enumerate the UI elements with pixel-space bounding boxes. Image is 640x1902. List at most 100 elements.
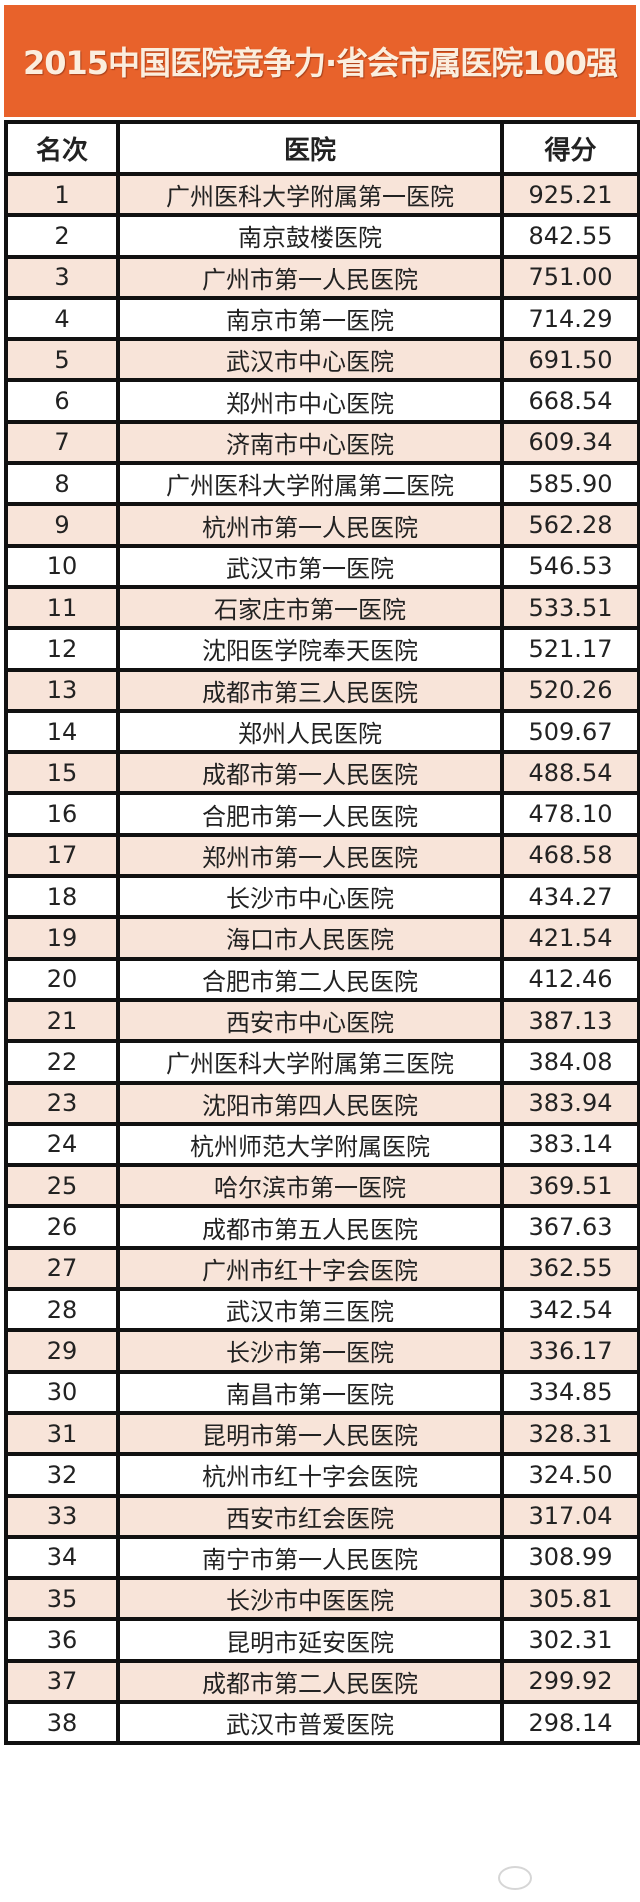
rank-cell: 13 bbox=[4, 667, 120, 713]
hospital-cell: 昆明市第一人民医院 bbox=[116, 1410, 504, 1457]
rank-cell: 38 bbox=[4, 1699, 120, 1746]
score-cell: 383.94 bbox=[500, 1080, 640, 1126]
page-title-banner: 2015中国医院竞争力·省会市属医院100强 bbox=[4, 5, 636, 117]
score-cell: 334.85 bbox=[500, 1369, 640, 1415]
rank-cell: 10 bbox=[4, 543, 120, 589]
table-row: 30 南昌市第一医院 334.85 bbox=[4, 1369, 640, 1415]
score-cell: 691.50 bbox=[500, 337, 640, 383]
header-rank: 名次 bbox=[4, 120, 120, 176]
rank-cell: 8 bbox=[4, 461, 120, 507]
hospital-cell: 合肥市第一人民医院 bbox=[116, 791, 504, 837]
rank-cell: 33 bbox=[4, 1493, 120, 1539]
table-row: 37 成都市第二人民医院 299.92 bbox=[4, 1658, 640, 1704]
hospital-cell: 武汉市普爱医院 bbox=[116, 1699, 504, 1746]
rank-cell: 29 bbox=[4, 1328, 120, 1374]
hospital-cell: 广州市红十字会医院 bbox=[116, 1245, 504, 1292]
score-cell: 925.21 bbox=[500, 171, 640, 218]
hospital-cell: 广州医科大学附属第二医院 bbox=[116, 461, 504, 507]
rank-cell: 37 bbox=[4, 1658, 120, 1704]
rank-cell: 20 bbox=[4, 956, 120, 1002]
score-cell: 387.13 bbox=[500, 997, 640, 1044]
table-row: 15 成都市第一人民医院 488.54 bbox=[4, 750, 640, 796]
table-row: 34 南宁市第一人民医院 308.99 bbox=[4, 1534, 640, 1581]
score-cell: 342.54 bbox=[500, 1287, 640, 1333]
hospital-cell: 郑州市中心医院 bbox=[116, 378, 504, 424]
table-row: 22 广州医科大学附属第三医院 384.08 bbox=[4, 1039, 640, 1085]
table-row: 14 郑州人民医院 509.67 bbox=[4, 708, 640, 755]
rank-cell: 19 bbox=[4, 915, 120, 961]
table-row: 13 成都市第三人民医院 520.26 bbox=[4, 667, 640, 713]
score-cell: 412.46 bbox=[500, 956, 640, 1002]
header-score: 得分 bbox=[500, 120, 640, 176]
score-cell: 362.55 bbox=[500, 1245, 640, 1292]
table-row: 3 广州市第一人民医院 751.00 bbox=[4, 254, 640, 300]
hospital-cell: 沈阳医学院奉天医院 bbox=[116, 626, 504, 672]
rank-cell: 3 bbox=[4, 254, 120, 300]
hospital-cell: 郑州市第一人民医院 bbox=[116, 832, 504, 879]
rank-cell: 1 bbox=[4, 171, 120, 218]
rank-cell: 6 bbox=[4, 378, 120, 424]
table-row: 18 长沙市中心医院 434.27 bbox=[4, 874, 640, 920]
hospital-cell: 成都市第三人民医院 bbox=[116, 667, 504, 713]
hospital-cell: 长沙市中医医院 bbox=[116, 1576, 504, 1622]
hospital-cell: 昆明市延安医院 bbox=[116, 1617, 504, 1663]
hospital-cell: 广州医科大学附属第三医院 bbox=[116, 1039, 504, 1085]
table-row: 4 南京市第一医院 714.29 bbox=[4, 295, 640, 342]
table-row: 5 武汉市中心医院 691.50 bbox=[4, 337, 640, 383]
score-cell: 488.54 bbox=[500, 750, 640, 796]
rank-cell: 27 bbox=[4, 1245, 120, 1292]
score-cell: 298.14 bbox=[500, 1699, 640, 1746]
rank-cell: 15 bbox=[4, 750, 120, 796]
rank-cell: 26 bbox=[4, 1204, 120, 1250]
score-cell: 324.50 bbox=[500, 1452, 640, 1498]
rank-cell: 24 bbox=[4, 1121, 120, 1168]
score-cell: 367.63 bbox=[500, 1204, 640, 1250]
table-row: 32 杭州市红十字会医院 324.50 bbox=[4, 1452, 640, 1498]
table-row: 23 沈阳市第四人民医院 383.94 bbox=[4, 1080, 640, 1126]
ranking-table: 名次 医院 得分 1 广州医科大学附属第一医院 925.21 2 南京鼓楼医院 842.5… bbox=[4, 120, 640, 1746]
hospital-cell: 成都市第二人民医院 bbox=[116, 1658, 504, 1704]
score-cell: 302.31 bbox=[500, 1617, 640, 1663]
table-row: 19 海口市人民医院 421.54 bbox=[4, 915, 640, 961]
rank-cell: 30 bbox=[4, 1369, 120, 1415]
score-cell: 585.90 bbox=[500, 461, 640, 507]
hospital-cell: 合肥市第二人民医院 bbox=[116, 956, 504, 1002]
table-row: 26 成都市第五人民医院 367.63 bbox=[4, 1204, 640, 1250]
table-row: 36 昆明市延安医院 302.31 bbox=[4, 1617, 640, 1663]
hospital-cell: 武汉市第三医院 bbox=[116, 1287, 504, 1333]
hospital-cell: 长沙市第一医院 bbox=[116, 1328, 504, 1374]
hospital-cell: 杭州市红十字会医院 bbox=[116, 1452, 504, 1498]
table-header-row: 名次 医院 得分 bbox=[4, 120, 640, 176]
table-row: 35 长沙市中医医院 305.81 bbox=[4, 1576, 640, 1622]
hospital-cell: 西安市中心医院 bbox=[116, 997, 504, 1044]
table-row: 31 昆明市第一人民医院 328.31 bbox=[4, 1410, 640, 1457]
hospital-cell: 南京市第一医院 bbox=[116, 295, 504, 342]
header-hospital: 医院 bbox=[116, 120, 504, 176]
score-cell: 521.17 bbox=[500, 626, 640, 672]
rank-cell: 25 bbox=[4, 1163, 120, 1209]
table-row: 6 郑州市中心医院 668.54 bbox=[4, 378, 640, 424]
score-cell: 520.26 bbox=[500, 667, 640, 713]
score-cell: 305.81 bbox=[500, 1576, 640, 1622]
table-row: 28 武汉市第三医院 342.54 bbox=[4, 1287, 640, 1333]
table-row: 9 杭州市第一人民医院 562.28 bbox=[4, 502, 640, 548]
rank-cell: 5 bbox=[4, 337, 120, 383]
rank-cell: 18 bbox=[4, 874, 120, 920]
hospital-cell: 南宁市第一人民医院 bbox=[116, 1534, 504, 1581]
score-cell: 434.27 bbox=[500, 874, 640, 920]
hospital-cell: 郑州人民医院 bbox=[116, 708, 504, 755]
hospital-cell: 长沙市中心医院 bbox=[116, 874, 504, 920]
hospital-cell: 南昌市第一医院 bbox=[116, 1369, 504, 1415]
rank-cell: 23 bbox=[4, 1080, 120, 1126]
hospital-cell: 海口市人民医院 bbox=[116, 915, 504, 961]
table-row: 21 西安市中心医院 387.13 bbox=[4, 997, 640, 1044]
score-cell: 609.34 bbox=[500, 419, 640, 466]
table-row: 20 合肥市第二人民医院 412.46 bbox=[4, 956, 640, 1002]
rank-cell: 34 bbox=[4, 1534, 120, 1581]
table-row: 2 南京鼓楼医院 842.55 bbox=[4, 213, 640, 259]
score-cell: 714.29 bbox=[500, 295, 640, 342]
score-cell: 317.04 bbox=[500, 1493, 640, 1539]
table-row: 8 广州医科大学附属第二医院 585.90 bbox=[4, 461, 640, 507]
hospital-cell: 南京鼓楼医院 bbox=[116, 213, 504, 259]
rank-cell: 7 bbox=[4, 419, 120, 466]
